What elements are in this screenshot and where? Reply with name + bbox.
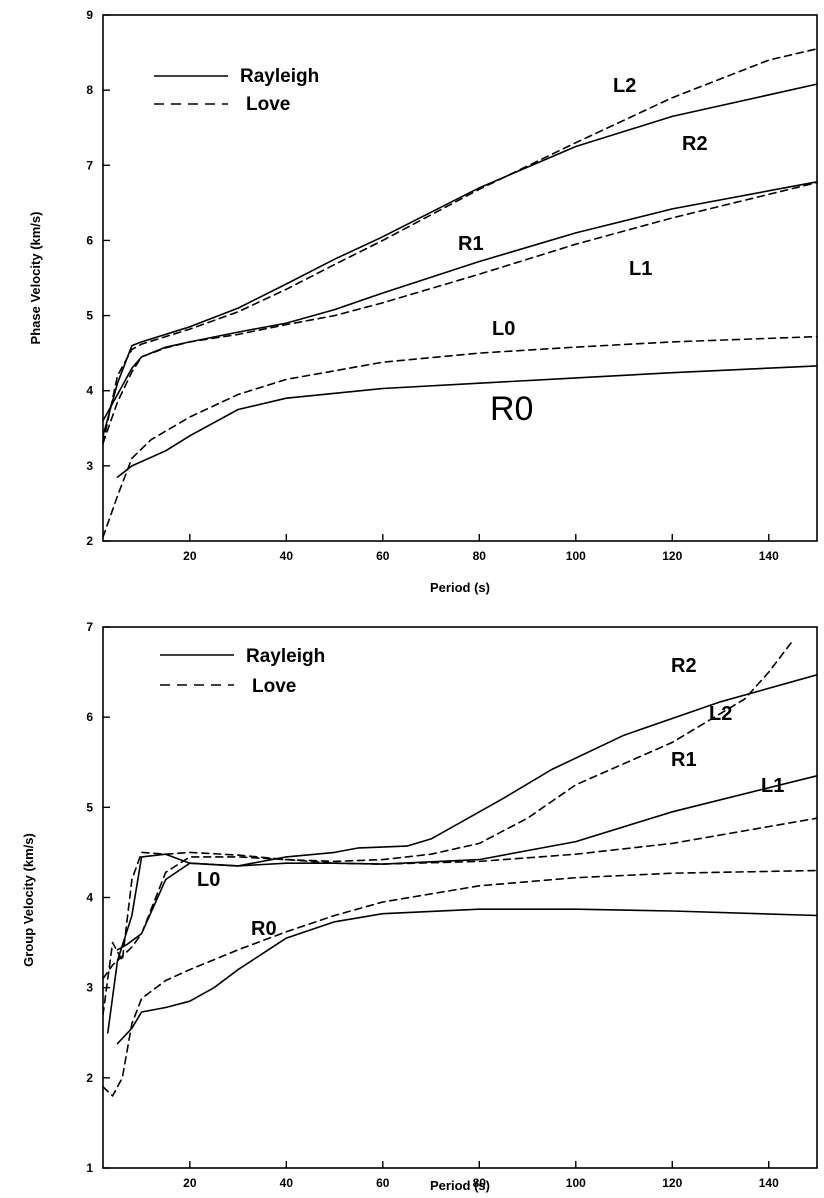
phase-series-l2 [102, 48, 818, 445]
group-x-tick-label: 20 [183, 1176, 197, 1190]
group-y-tick-label: 4 [86, 891, 93, 905]
group-velocity-chart: 1 2 3 4 5 6 7 20 40 60 80 100 120 140 Period (s) Gro… [21, 620, 818, 1193]
group-y-tick-label: 3 [86, 981, 93, 995]
phase-y-tick-label: 9 [86, 8, 93, 22]
group-x-tick-label: 140 [759, 1176, 779, 1190]
group-legend-label-love: Love [252, 676, 296, 697]
phase-velocity-chart: 2 3 4 5 6 7 8 9 20 40 60 80 100 120 140 Period (s) Ph… [28, 8, 818, 595]
phase-y-tick-label: 6 [86, 233, 93, 247]
phase-curve-label-r0: R0 [490, 390, 533, 428]
phase-curve-label-l2: L2 [613, 75, 636, 97]
group-curve-label-r2: R2 [671, 655, 697, 677]
group-series-r2 [107, 674, 818, 1034]
phase-x-tick-label: 140 [759, 549, 779, 563]
group-legend-label-rayleigh: Rayleigh [246, 646, 325, 667]
phase-series-r1 [102, 181, 818, 422]
group-series-l0 [102, 869, 818, 1097]
group-curve-label-l2: L2 [709, 703, 732, 725]
phase-x-axis-title: Period (s) [430, 580, 490, 595]
phase-y-tick-label: 5 [86, 309, 93, 323]
group-y-tick-label: 7 [86, 620, 93, 634]
phase-curve-label-l0: L0 [492, 318, 515, 340]
phase-curves [102, 48, 818, 538]
group-x-axis-title: Period (s) [430, 1178, 490, 1193]
phase-y-tick-label: 2 [86, 534, 93, 548]
group-legend: Rayleigh Love [160, 646, 325, 697]
phase-x-tick-label: 80 [473, 549, 487, 563]
group-x-axis: 20 40 60 80 100 120 140 [183, 1161, 779, 1190]
phase-y-tick-label: 4 [86, 384, 93, 398]
phase-x-tick-label: 120 [662, 549, 682, 563]
group-x-tick-label: 80 [473, 1176, 487, 1190]
group-y-axis-title: Group Velocity (km/s) [21, 833, 36, 967]
phase-x-tick-label: 20 [183, 549, 197, 563]
phase-plot-frame [102, 14, 818, 542]
group-y-tick-label: 5 [86, 800, 93, 814]
phase-y-tick-label: 8 [86, 83, 93, 97]
phase-series-l1 [102, 181, 818, 445]
phase-x-tick-label: 60 [376, 549, 390, 563]
phase-curve-label-l1: L1 [629, 258, 652, 280]
group-series-r0 [116, 908, 818, 1045]
phase-legend: Rayleigh Love [154, 66, 319, 115]
group-curve-label-r0: R0 [251, 918, 277, 940]
phase-legend-label-love: Love [246, 94, 290, 115]
group-x-tick-label: 120 [662, 1176, 682, 1190]
group-y-tick-label: 2 [86, 1071, 93, 1085]
phase-x-tick-label: 100 [566, 549, 586, 563]
group-curves [102, 639, 818, 1097]
phase-x-axis: 20 40 60 80 100 120 140 [183, 534, 779, 563]
phase-curve-label-r2: R2 [682, 133, 708, 155]
group-series-r1 [116, 775, 818, 951]
group-y-axis: 1 2 3 4 5 6 7 [86, 620, 110, 1175]
phase-x-tick-label: 40 [280, 549, 294, 563]
phase-series-r0 [116, 365, 818, 478]
group-curve-label-r1: R1 [671, 749, 697, 771]
group-series-l2 [102, 639, 794, 1016]
group-curve-label-l1: L1 [761, 775, 784, 797]
group-y-tick-label: 6 [86, 710, 93, 724]
phase-series-r2 [102, 83, 818, 437]
phase-series-l0 [102, 335, 818, 538]
group-series-l1 [102, 817, 818, 980]
phase-y-axis: 2 3 4 5 6 7 8 9 [86, 8, 110, 548]
group-x-tick-label: 100 [566, 1176, 586, 1190]
phase-y-tick-label: 3 [86, 459, 93, 473]
phase-curve-label-r1: R1 [458, 233, 484, 255]
group-curve-label-l0: L0 [197, 869, 220, 891]
phase-legend-label-rayleigh: Rayleigh [240, 66, 319, 87]
group-y-tick-label: 1 [86, 1161, 93, 1175]
phase-y-axis-title: Phase Velocity (km/s) [28, 212, 43, 345]
group-x-tick-label: 40 [280, 1176, 294, 1190]
group-x-tick-label: 60 [376, 1176, 390, 1190]
phase-y-tick-label: 7 [86, 158, 93, 172]
